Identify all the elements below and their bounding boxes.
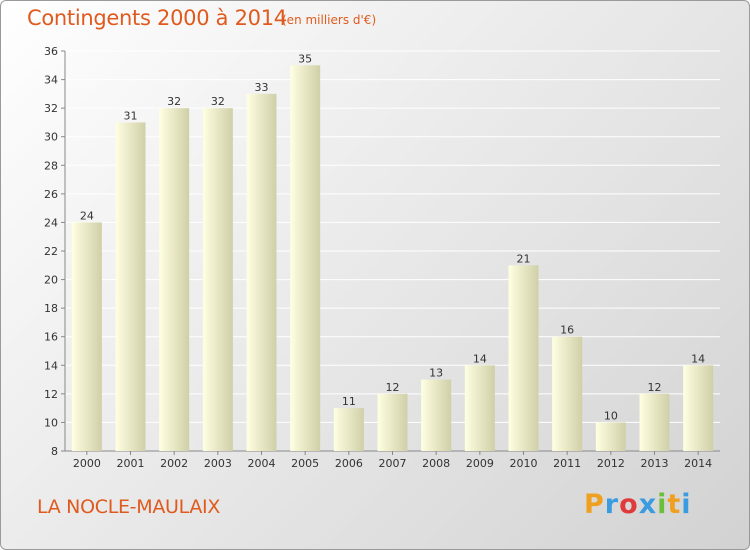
bar-value-label: 31 (124, 109, 138, 122)
bar-value-label: 16 (560, 324, 574, 337)
bar (639, 393, 670, 451)
bar-value-label: 35 (298, 52, 312, 65)
bar-value-label: 12 (648, 381, 662, 394)
bar (290, 65, 321, 452)
y-tick-label: 32 (44, 102, 58, 115)
bar (377, 393, 408, 451)
x-tick-label: 2013 (641, 457, 669, 470)
bar-value-label: 12 (386, 381, 400, 394)
bar-value-label: 33 (255, 81, 269, 94)
y-tick-label: 14 (44, 359, 58, 372)
logo-letter: i (657, 489, 668, 520)
y-tick-label: 34 (44, 74, 58, 87)
bar (115, 122, 146, 451)
y-tick-label: 18 (44, 302, 58, 315)
y-tick-label: 12 (44, 388, 58, 401)
logo-letter: x (638, 489, 658, 520)
bar (246, 93, 277, 451)
logo-letter: P (584, 489, 605, 520)
bar (71, 222, 102, 451)
x-tick-label: 2000 (73, 457, 101, 470)
bar-value-label: 21 (517, 252, 531, 265)
bar (464, 365, 495, 451)
x-tick-label: 2012 (597, 457, 625, 470)
commune-name: LA NOCLE-MAULAIX (37, 496, 221, 518)
bar (552, 336, 583, 451)
x-tick-label: 2004 (248, 457, 276, 470)
y-tick-label: 36 (44, 45, 58, 58)
y-tick-label: 8 (51, 445, 58, 458)
bar-value-label: 32 (211, 95, 225, 108)
y-tick-label: 10 (44, 416, 58, 429)
bar (595, 422, 626, 451)
bar (683, 365, 714, 451)
x-tick-label: 2014 (684, 457, 712, 470)
bar-value-label: 14 (473, 352, 487, 365)
bar-value-label: 32 (167, 95, 181, 108)
x-tick-label: 2001 (117, 457, 145, 470)
bar-value-label: 11 (342, 395, 356, 408)
y-tick-label: 24 (44, 216, 58, 229)
bar (202, 108, 233, 452)
x-tick-label: 2002 (160, 457, 188, 470)
bar (159, 108, 190, 452)
x-tick-label: 2003 (204, 457, 232, 470)
chart-unit: (en milliers d'€) (282, 13, 377, 27)
bar-value-label: 10 (604, 409, 618, 422)
x-tick-label: 2007 (379, 457, 407, 470)
bar-value-label: 24 (80, 209, 94, 222)
bar (421, 379, 452, 451)
y-tick-label: 26 (44, 188, 58, 201)
x-tick-label: 2010 (510, 457, 538, 470)
bar-value-label: 14 (691, 352, 705, 365)
y-tick-label: 22 (44, 245, 58, 258)
bar-value-label: 13 (429, 367, 443, 380)
logo-letter: o (619, 489, 639, 520)
x-tick-label: 2011 (553, 457, 581, 470)
x-tick-label: 2006 (335, 457, 363, 470)
y-tick-label: 28 (44, 159, 58, 172)
x-tick-label: 2005 (291, 457, 319, 470)
logo-letter: i (681, 489, 692, 520)
chart-title: Contingents 2000 à 2014 (27, 6, 287, 30)
logo-letter: r (604, 489, 620, 520)
x-tick-label: 2008 (422, 457, 450, 470)
y-tick-label: 20 (44, 274, 58, 287)
proxiti-logo: Proxiti (584, 489, 692, 520)
y-tick-label: 16 (44, 331, 58, 344)
x-tick-label: 2009 (466, 457, 494, 470)
bar (508, 265, 539, 451)
y-tick-label: 30 (44, 131, 58, 144)
logo-letter: t (667, 489, 682, 520)
bar (333, 408, 364, 451)
